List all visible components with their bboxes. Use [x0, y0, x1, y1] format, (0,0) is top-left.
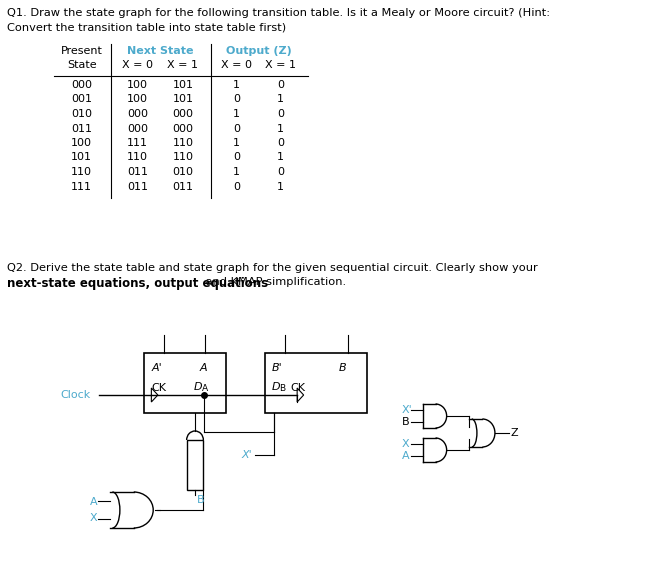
Text: 110: 110	[127, 153, 148, 162]
Text: 000: 000	[127, 109, 148, 119]
Text: 111: 111	[71, 182, 92, 191]
Text: B: B	[339, 363, 347, 373]
Text: 1: 1	[277, 124, 284, 133]
Text: Q2. Derive the state table and state graph for the given sequential circuit. Cle: Q2. Derive the state table and state gra…	[7, 263, 538, 273]
Text: X': X'	[241, 450, 252, 460]
Bar	[187, 440, 203, 490]
Text: 0: 0	[233, 153, 240, 162]
Text: X = 1: X = 1	[167, 60, 199, 71]
Text: A: A	[90, 497, 98, 507]
Text: 010: 010	[71, 109, 92, 119]
Text: 0: 0	[233, 124, 240, 133]
Text: A: A	[200, 363, 207, 373]
Text: 100: 100	[127, 95, 148, 104]
Text: Next State: Next State	[127, 46, 193, 56]
Text: D: D	[194, 382, 202, 392]
Text: Clock: Clock	[60, 390, 91, 400]
Text: 0: 0	[277, 80, 284, 90]
Text: 000: 000	[173, 109, 193, 119]
Text: B: B	[197, 495, 204, 505]
Text: X: X	[402, 439, 410, 449]
Text: 110: 110	[173, 138, 193, 148]
Text: B: B	[402, 417, 410, 427]
Text: 0: 0	[233, 95, 240, 104]
Text: 110: 110	[173, 153, 193, 162]
Text: B': B'	[272, 363, 283, 373]
Text: 100: 100	[127, 80, 148, 90]
Text: 010: 010	[173, 167, 193, 177]
Text: 1: 1	[233, 109, 240, 119]
Text: State: State	[67, 60, 97, 71]
Text: A: A	[402, 451, 410, 461]
Text: 1: 1	[233, 80, 240, 90]
Text: 1: 1	[277, 153, 284, 162]
Text: 1: 1	[233, 167, 240, 177]
Text: 000: 000	[173, 124, 193, 133]
Text: 011: 011	[173, 182, 193, 191]
Text: 0: 0	[277, 109, 284, 119]
Text: 110: 110	[71, 167, 92, 177]
Text: 001: 001	[71, 95, 92, 104]
Text: 0: 0	[233, 182, 240, 191]
Text: Present: Present	[61, 46, 103, 56]
Text: 1: 1	[277, 182, 284, 191]
Text: Q1. Draw the state graph for the following transition table. Is it a Mealy or Mo: Q1. Draw the state graph for the followi…	[7, 8, 550, 18]
Text: Z: Z	[511, 428, 519, 438]
Text: 100: 100	[71, 138, 92, 148]
Text: 0: 0	[277, 138, 284, 148]
Bar	[265, 353, 367, 413]
Text: Output (Z): Output (Z)	[226, 46, 291, 56]
Text: next-state equations, output equations: next-state equations, output equations	[7, 277, 269, 290]
Text: CK: CK	[151, 383, 166, 393]
Text: X': X'	[402, 405, 413, 415]
Text: 1: 1	[233, 138, 240, 148]
Text: X: X	[90, 513, 98, 523]
Text: CK: CK	[291, 383, 306, 393]
Text: X = 1: X = 1	[265, 60, 296, 71]
Text: 101: 101	[173, 80, 193, 90]
Text: A': A'	[151, 363, 162, 373]
Text: 011: 011	[127, 167, 148, 177]
Text: and KMAP simplification.: and KMAP simplification.	[202, 277, 347, 287]
Text: D: D	[272, 382, 281, 392]
Text: 101: 101	[71, 153, 92, 162]
Text: 011: 011	[127, 182, 148, 191]
Text: 101: 101	[173, 95, 193, 104]
Text: A: A	[201, 384, 208, 393]
Text: 1: 1	[277, 95, 284, 104]
Text: X = 0: X = 0	[221, 60, 252, 71]
Text: B: B	[280, 384, 286, 393]
Text: Convert the transition table into state table first): Convert the transition table into state …	[7, 22, 287, 32]
Bar	[144, 353, 226, 413]
Text: 011: 011	[71, 124, 92, 133]
Text: 0: 0	[277, 167, 284, 177]
Text: 111: 111	[127, 138, 148, 148]
Text: 000: 000	[127, 124, 148, 133]
Text: 000: 000	[71, 80, 92, 90]
Text: X = 0: X = 0	[122, 60, 153, 71]
